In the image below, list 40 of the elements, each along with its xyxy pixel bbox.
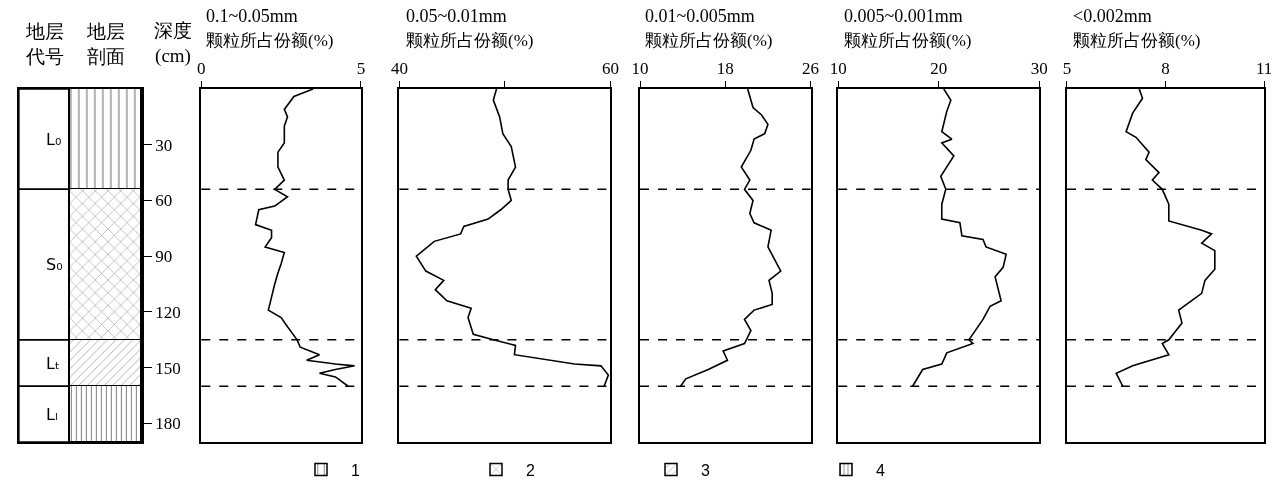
y-tick-label: 120 [155,302,181,322]
text: 地层代号 [25,21,64,67]
text: 4 [876,461,885,479]
x-axis-title: 颗粒所占份额(%) [406,31,534,50]
x-axis-title: 颗粒所占份额(%) [206,31,334,50]
x-tick-label: 5 [356,59,366,79]
chart-title: 0.1~0.05mm [206,6,298,26]
x-tick-label: 30 [1030,59,1048,79]
x-tick-label: 18 [716,59,734,79]
x-tick-label: 8 [1161,59,1170,79]
x-tick-label: 5 [1062,59,1072,79]
band-label: Lₜ [46,354,60,373]
x-axis-title: 颗粒所占份额(%) [844,31,972,50]
y-tick-label: 180 [155,414,181,434]
chart-title: 0.05~0.01mm [406,6,507,26]
text: 3 [701,461,710,479]
band-label: Lₗ [46,405,58,424]
y-tick-label: 30 [155,135,173,155]
x-axis-title: 颗粒所占份额(%) [1073,31,1201,50]
y-tick-label: 90 [155,247,173,267]
chart-title: 0.005~0.001mm [844,6,963,26]
x-tick-label: 26 [802,59,820,79]
x-tick-label: 40 [390,59,408,79]
band-label: L₀ [46,130,62,149]
band-label: S₀ [46,255,63,274]
text: 2 [526,461,535,479]
y-tick-label: 60 [155,191,173,211]
x-tick-label: 10 [631,59,649,79]
x-tick-label: 11 [1255,59,1273,79]
text: 地层剖面 [86,21,125,67]
x-tick-label: 60 [601,59,619,79]
x-tick-label: 10 [829,59,847,79]
text: 1 [351,461,360,479]
chart-title: <0.002mm [1073,6,1152,26]
x-tick-label: 20 [930,59,948,79]
y-tick-label: 150 [155,358,181,378]
chart-title: 0.01~0.005mm [645,6,755,26]
x-tick-label: 0 [197,59,206,79]
x-axis-title: 颗粒所占份额(%) [645,31,773,50]
y-axis-title: 深度 (cm) [154,20,192,67]
